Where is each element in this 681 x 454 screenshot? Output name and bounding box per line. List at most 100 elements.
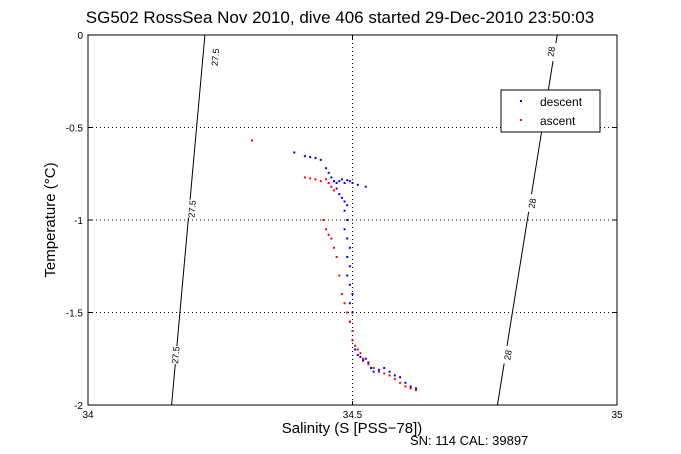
y-tick-label: 0 [77,31,83,42]
ascent-point [348,320,351,323]
descent-point [343,209,346,212]
ascent-point [367,363,370,366]
descent-point [348,265,351,268]
ascent-point [414,389,417,392]
ascent-point [351,330,354,332]
data-points [250,139,417,392]
ascent-point [399,381,402,384]
descent-point [356,183,359,186]
y-tick-label: -0.5 [66,124,84,135]
ascent-point [319,180,322,183]
isopycnal-label: 27.5 [186,200,198,218]
descent-point [346,274,349,277]
descent-point [367,361,370,364]
legend-swatch-ascent [520,119,522,121]
isopycnal-label: 28 [502,349,513,360]
descent-point [372,370,375,373]
ascent-point [343,302,346,305]
descent-point [343,182,346,184]
ascent-point [393,378,396,381]
descent-point [346,219,349,221]
descent-point [325,167,328,170]
isopycnal-label-bg [209,47,222,67]
ascent-point [359,352,362,355]
descent-point [351,311,354,314]
y-axis-label: Temperature (°C) [42,162,59,277]
isopycnal-label: 27.5 [210,48,222,66]
ascent-point [325,178,328,181]
descent-point [364,185,367,188]
ascent-point [314,178,317,181]
descent-point [404,381,407,384]
ascent-point [409,387,412,390]
isopycnal-label: 28 [546,46,557,57]
x-tick-label: 34 [82,410,94,421]
ascent-point [332,246,335,249]
descent-point [343,228,346,231]
descent-point [393,374,396,377]
ascent-point [351,339,354,342]
ascent-point [338,274,341,277]
ascent-point [322,219,325,221]
legend: descent ascent [500,89,601,133]
isopycnal-label: 27.5 [170,346,182,364]
ascent-point [303,176,306,179]
ascent-point [362,357,365,360]
descent-point [383,367,386,369]
descent-point [399,376,402,379]
isopycnal-label-bg [186,199,199,219]
descent-point [346,256,349,258]
descent-point [351,182,354,184]
y-tick-label: -1 [74,216,83,227]
descent-point [346,237,349,240]
ascent-point [332,189,335,192]
y-tick-label: -2 [74,401,83,412]
isopycnal-label-bg [545,41,558,62]
isopycnal-label-bg [170,345,182,365]
descent-point [348,283,351,286]
ascent-point [325,228,328,231]
ascent-point [340,293,343,295]
descent-point [338,193,341,196]
descent-point [330,176,333,179]
ascent-point [404,385,407,388]
descent-point [335,187,338,190]
legend-label-descent: descent [540,95,583,109]
descent-point [359,355,362,358]
ascent-point [330,237,333,240]
descent-point [362,359,365,362]
ascent-point [330,185,333,188]
chart-title: SG502 RossSea Nov 2010, dive 406 started… [86,8,594,27]
descent-point [340,196,343,199]
legend-label-ascent: ascent [540,114,576,128]
descent-point [356,354,359,357]
descent-point [377,368,380,371]
isopycnal-label-bg [525,193,539,214]
legend-box [500,89,601,133]
descent-point [327,171,330,174]
descent-point [309,156,312,159]
descent-point [343,200,346,203]
x-tick-label: 35 [611,410,623,421]
ascent-point [388,374,391,377]
ascent-point [346,311,349,314]
descent-point [338,180,341,183]
descent-point [409,385,412,388]
descent-point [319,158,322,161]
descent-point [348,246,351,249]
descent-point [314,157,317,160]
ascent-point [250,139,253,142]
isopycnal-label: 28 [527,198,538,209]
descent-point [414,387,417,390]
descent-point [354,348,357,351]
x-tick-label: 34.5 [343,410,363,421]
descent-point [351,293,354,295]
descent-point [364,357,367,360]
descent-point [346,204,349,207]
descent-point [335,182,338,184]
y-tick-label: -1.5 [66,309,84,320]
serial-calibration-note: SN: 114 CAL: 39897 [410,433,528,448]
descent-point [293,151,296,154]
ascent-point [354,344,357,347]
